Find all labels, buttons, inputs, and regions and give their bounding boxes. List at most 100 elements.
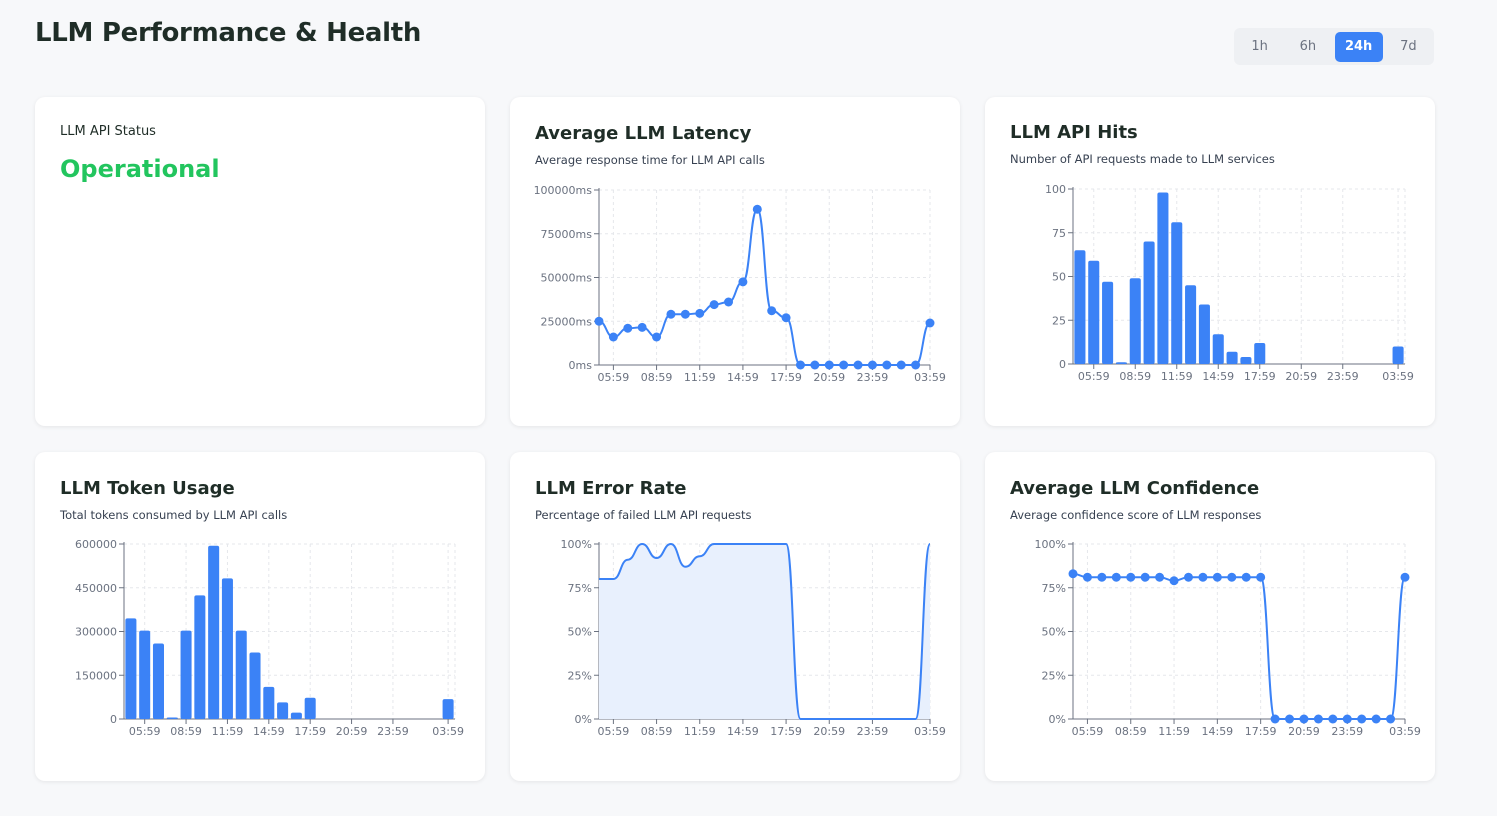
card-title: LLM Token Usage xyxy=(60,478,235,499)
data-point xyxy=(1371,714,1381,724)
y-tick-label: 50% xyxy=(568,626,592,639)
range-7d-button[interactable]: 7d xyxy=(1387,32,1430,62)
data-point xyxy=(795,360,805,370)
hits-chart[interactable]: 0 25 50 75 100 05:59 08:59 11:59 14:59 17:59 20:59… xyxy=(985,97,1435,426)
data-point xyxy=(896,360,906,370)
x-tick-label: 05:59 xyxy=(1078,370,1110,383)
data-point xyxy=(882,360,892,370)
confidence-card: Average LLM Confidence Average confidenc… xyxy=(985,452,1435,781)
x-tick-label: 23:59 xyxy=(1331,725,1363,738)
x-tick-label: 11:59 xyxy=(684,725,716,738)
bar xyxy=(1074,250,1086,364)
bar xyxy=(1129,278,1141,364)
x-tick-label: 08:59 xyxy=(641,725,673,738)
x-tick-label: 11:59 xyxy=(1161,370,1193,383)
status-label: LLM API Status xyxy=(60,124,156,139)
x-tick-label: 23:59 xyxy=(857,725,889,738)
data-point xyxy=(1212,572,1222,582)
x-tick-label: 17:59 xyxy=(1245,725,1277,738)
y-tick-label: 25 xyxy=(1052,314,1066,327)
y-tick-label: 600000 xyxy=(75,538,117,551)
data-point xyxy=(1068,569,1078,579)
data-point xyxy=(1183,572,1193,582)
data-point xyxy=(680,309,690,319)
y-tick-label: 75 xyxy=(1052,227,1066,240)
data-point xyxy=(1400,572,1410,582)
x-tick-label: 08:59 xyxy=(1115,725,1147,738)
bar xyxy=(1392,346,1404,364)
x-tick-label: 05:59 xyxy=(598,725,630,738)
data-point xyxy=(767,306,777,316)
y-tick-label: 0ms xyxy=(569,359,593,372)
x-tick-label: 23:59 xyxy=(857,371,889,384)
y-tick-label: 75% xyxy=(1042,582,1066,595)
range-1h-button[interactable]: 1h xyxy=(1238,32,1281,62)
bar xyxy=(1185,285,1197,364)
bar xyxy=(290,712,302,719)
data-point xyxy=(1169,576,1179,586)
x-tick-label: 23:59 xyxy=(1327,370,1359,383)
data-point xyxy=(652,332,662,342)
card-title: Average LLM Latency xyxy=(535,123,752,144)
range-24h-button[interactable]: 24h xyxy=(1334,31,1383,62)
bar xyxy=(442,699,454,719)
y-tick-label: 0 xyxy=(110,713,117,726)
data-point xyxy=(1140,572,1150,582)
bar xyxy=(1212,334,1224,364)
data-point xyxy=(709,300,719,310)
y-tick-label: 100% xyxy=(561,538,592,551)
chart-axes: 0 25 50 75 100 05:59 08:59 11:59 14:59 17:59 20:59… xyxy=(1045,183,1414,383)
bar xyxy=(125,618,137,719)
bar xyxy=(1198,304,1210,364)
data-point xyxy=(1299,714,1309,724)
data-point xyxy=(824,360,834,370)
data-point xyxy=(810,360,820,370)
card-title: LLM Error Rate xyxy=(535,478,687,499)
x-tick-label: 08:59 xyxy=(170,725,202,738)
x-tick-label: 05:59 xyxy=(598,371,630,384)
x-tick-label: 17:59 xyxy=(294,725,326,738)
data-point xyxy=(1155,572,1165,582)
hits-card: LLM API Hits Number of API requests made… xyxy=(985,97,1435,426)
card-subtitle: Total tokens consumed by LLM API calls xyxy=(60,508,288,522)
y-tick-label: 300000 xyxy=(75,626,117,639)
y-tick-label: 50% xyxy=(1042,626,1066,639)
y-tick-label: 75000ms xyxy=(541,228,593,241)
data-point xyxy=(594,316,604,326)
x-tick-label: 20:59 xyxy=(1285,370,1317,383)
bar xyxy=(1254,343,1266,364)
data-point xyxy=(839,360,849,370)
data-point xyxy=(1313,714,1323,724)
x-tick-label: 20:59 xyxy=(1288,725,1320,738)
y-tick-label: 0% xyxy=(575,713,592,726)
data-point xyxy=(1328,714,1338,724)
data-point xyxy=(623,323,633,333)
bar xyxy=(1240,357,1252,364)
tokens-chart[interactable]: 0 150000 300000 450000 600000 05:59 08:59 11:59… xyxy=(35,452,485,781)
card-subtitle: Average confidence score of LLM response… xyxy=(1010,508,1262,522)
data-point xyxy=(608,332,618,342)
error-chart[interactable]: 0% 25% 50% 75% 100% 05:59 08:59 11:59 14:59 17:59… xyxy=(510,452,960,781)
data-point xyxy=(781,313,791,323)
y-tick-label: 75% xyxy=(568,582,592,595)
data-point xyxy=(1256,572,1266,582)
data-point xyxy=(925,318,935,328)
y-tick-label: 150000 xyxy=(75,669,117,682)
latency-chart[interactable]: 0ms 25000ms 50000ms 75000ms 100000ms 05:59 08:… xyxy=(510,97,960,426)
y-tick-label: 25% xyxy=(1042,669,1066,682)
time-range-selector: 1h 6h 24h 7d xyxy=(1234,28,1434,65)
confidence-chart[interactable]: 0% 25% 50% 75% 100% 05:59 08:59 11:59 14:59 17:59… xyxy=(985,452,1435,781)
bar xyxy=(235,630,247,719)
data-point xyxy=(1111,572,1121,582)
status-value: Operational xyxy=(60,155,220,183)
status-card: LLM API Status Operational xyxy=(35,97,485,426)
bar xyxy=(1115,362,1127,364)
data-point xyxy=(695,308,705,318)
area-fill xyxy=(599,544,930,719)
x-tick-label: 14:59 xyxy=(1202,370,1234,383)
data-point xyxy=(1342,714,1352,724)
range-6h-button[interactable]: 6h xyxy=(1286,32,1329,62)
bar xyxy=(221,578,233,719)
y-tick-label: 25% xyxy=(568,669,592,682)
chart-axes: 0 150000 300000 450000 600000 05:59 08:59 11:59… xyxy=(75,538,464,738)
